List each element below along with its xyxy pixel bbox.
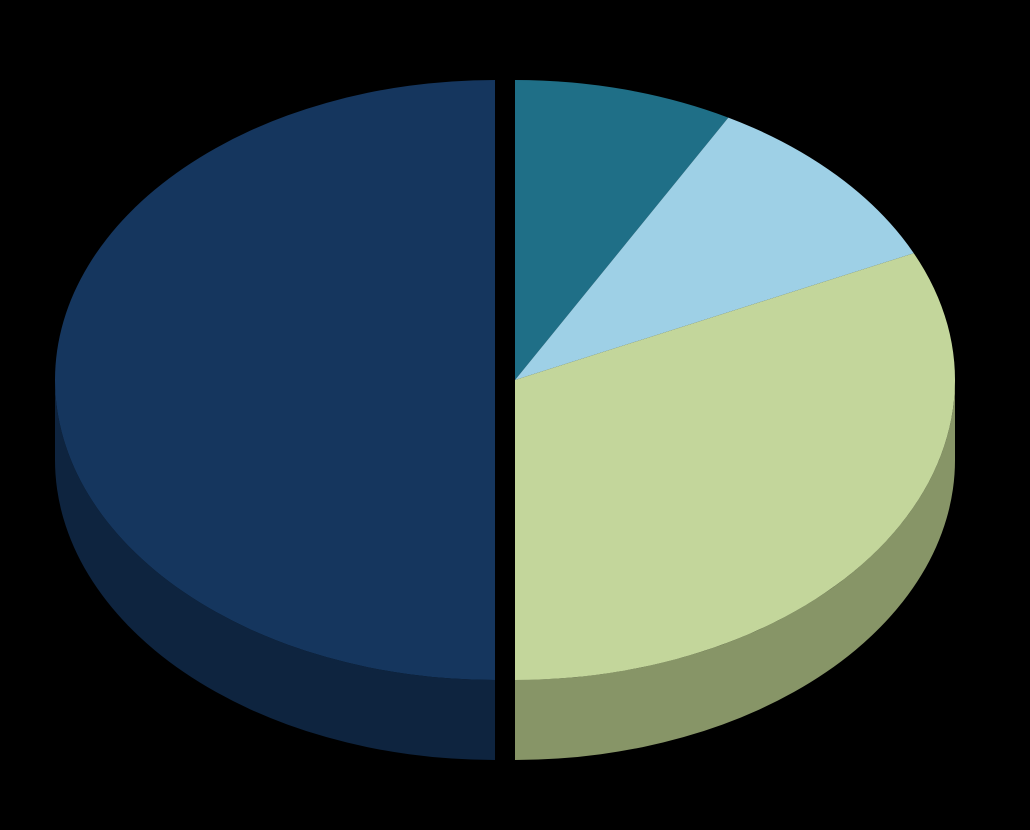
pie-chart-container [0, 0, 1030, 830]
pie-chart [0, 0, 1030, 830]
